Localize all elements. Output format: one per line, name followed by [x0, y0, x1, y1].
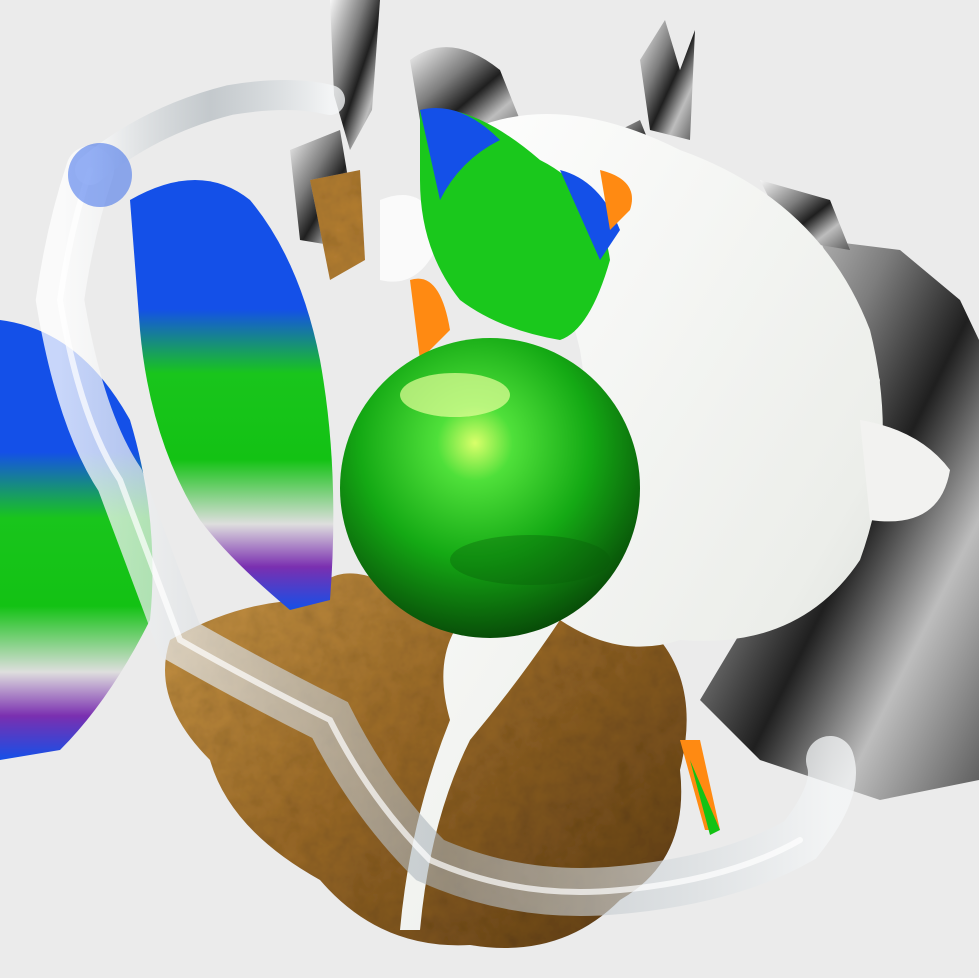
white-liquid-blob-icon [380, 114, 950, 930]
green-chrome-sphere-icon [340, 338, 640, 638]
glass-tube-icon [35, 80, 856, 916]
